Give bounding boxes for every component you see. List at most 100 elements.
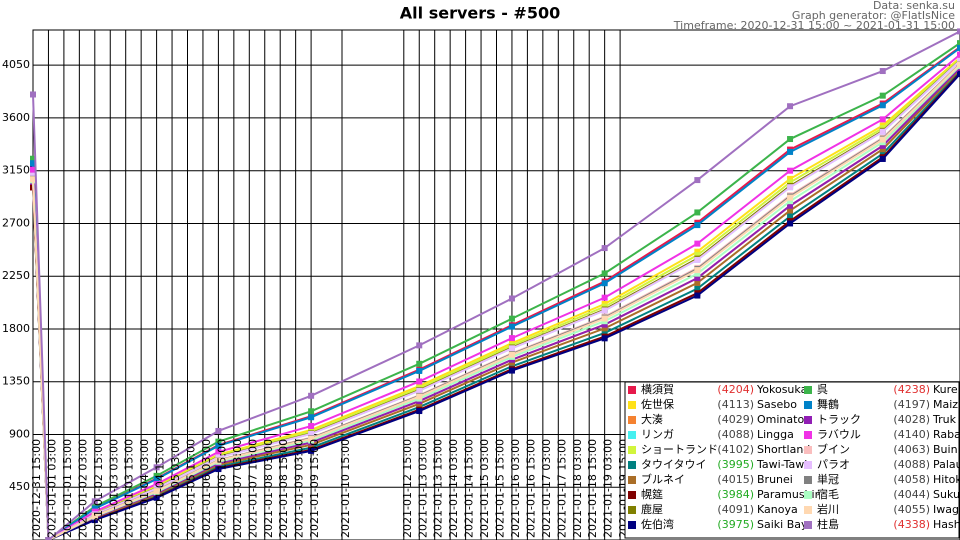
point (787, 103, 794, 110)
x-tick-label: 2020-12-31 15:00 (30, 439, 43, 538)
x-tick-label: 2021-01-08 03:00 (262, 439, 275, 538)
point (879, 116, 886, 123)
point (694, 285, 701, 292)
point (215, 427, 222, 434)
y-tick-label: 3150 (2, 164, 30, 177)
point (308, 408, 315, 415)
point (91, 512, 98, 519)
point (694, 222, 701, 229)
point (694, 256, 701, 263)
legend-value: (4029) (717, 413, 754, 426)
legend-name-en: Kure (933, 383, 958, 396)
point (694, 279, 701, 286)
x-tick-label: 2021-01-14 15:00 (463, 439, 476, 538)
legend-name: 幌筵 (641, 487, 663, 501)
x-tick-label: 2021-01-04 03:00 (138, 439, 151, 538)
legend-value: (3975) (717, 518, 754, 531)
point (787, 202, 794, 209)
point (308, 430, 315, 437)
point (694, 275, 701, 282)
legend-value: (4044) (893, 488, 930, 501)
legend-value: (4055) (893, 503, 930, 516)
point (694, 248, 701, 255)
point (787, 167, 794, 174)
point (153, 464, 160, 471)
point (508, 335, 515, 342)
legend-name-en: Rabaul (933, 428, 960, 441)
legend-name-en: Saiki Bay (757, 518, 808, 531)
point (787, 175, 794, 182)
legend-value: (3984) (717, 488, 754, 501)
point (153, 488, 160, 495)
point (45, 537, 52, 540)
legend-name-en: Hitokappu (933, 473, 960, 486)
x-tick-label: 2021-01-05 15:00 (185, 439, 198, 538)
point (879, 128, 886, 135)
point (879, 102, 886, 109)
legend-value: (4028) (893, 413, 930, 426)
x-tick-label: 2021-01-07 15:00 (246, 439, 259, 538)
legend-name: リンガ (641, 428, 674, 441)
legend-name-en: Paramushir (757, 488, 820, 501)
legend-name: ブルネイ (641, 472, 685, 486)
y-tick-label: 1350 (2, 375, 30, 388)
point (957, 44, 960, 51)
point (508, 345, 515, 352)
point (694, 209, 701, 216)
point (957, 57, 960, 64)
point (787, 220, 794, 227)
point (508, 323, 515, 330)
legend-value: (4058) (893, 473, 930, 486)
legend-swatch (628, 491, 636, 499)
point (879, 150, 886, 157)
point (601, 294, 608, 301)
point (153, 476, 160, 483)
legend-name-en: Yokosuka (756, 383, 807, 396)
point (416, 378, 423, 385)
point (694, 267, 701, 274)
point (957, 40, 960, 47)
point (215, 438, 222, 445)
legend-swatch (804, 386, 812, 394)
legend-name-en: Sukumo (933, 488, 960, 501)
x-tick-label: 2021-01-02 03:00 (76, 439, 89, 538)
point (308, 435, 315, 442)
y-tick-label: 2250 (2, 269, 30, 282)
legend-name: 単冠 (817, 472, 839, 486)
x-tick-label: 2021-01-03 03:00 (107, 439, 120, 538)
legend-swatch (628, 401, 636, 409)
point (957, 51, 960, 58)
chart-title: All servers - #500 (400, 4, 560, 23)
point (694, 270, 701, 277)
point (601, 315, 608, 322)
point (787, 198, 794, 205)
point (957, 28, 960, 35)
point (694, 252, 701, 259)
point (91, 498, 98, 505)
point (879, 68, 886, 75)
x-tick-label: 2021-01-16 15:00 (524, 439, 537, 538)
point (879, 155, 886, 162)
x-tick-label: 2021-01-06 15:00 (215, 439, 228, 538)
point (30, 155, 36, 162)
legend-swatch (804, 491, 812, 499)
legend-value: (4238) (893, 383, 930, 396)
point (416, 387, 423, 394)
point (215, 442, 222, 449)
legend-value: (4140) (893, 428, 930, 441)
point (30, 172, 36, 179)
legend-value: (4063) (893, 443, 930, 456)
x-tick-label: 2021-01-09 03:00 (293, 439, 306, 538)
legend-value: (4338) (893, 518, 930, 531)
legend-swatch (804, 446, 812, 454)
legend-name: トラック (817, 413, 861, 426)
point (787, 148, 794, 155)
note: Data: senka.su (873, 0, 955, 12)
point (153, 481, 160, 488)
x-tick-label: 2021-01-17 15:00 (555, 439, 568, 538)
legend-name-en: Shortland (757, 443, 810, 456)
point (416, 342, 423, 349)
note: Graph generator: @FlatIsNice (792, 9, 955, 22)
point (215, 457, 222, 464)
point (879, 146, 886, 153)
